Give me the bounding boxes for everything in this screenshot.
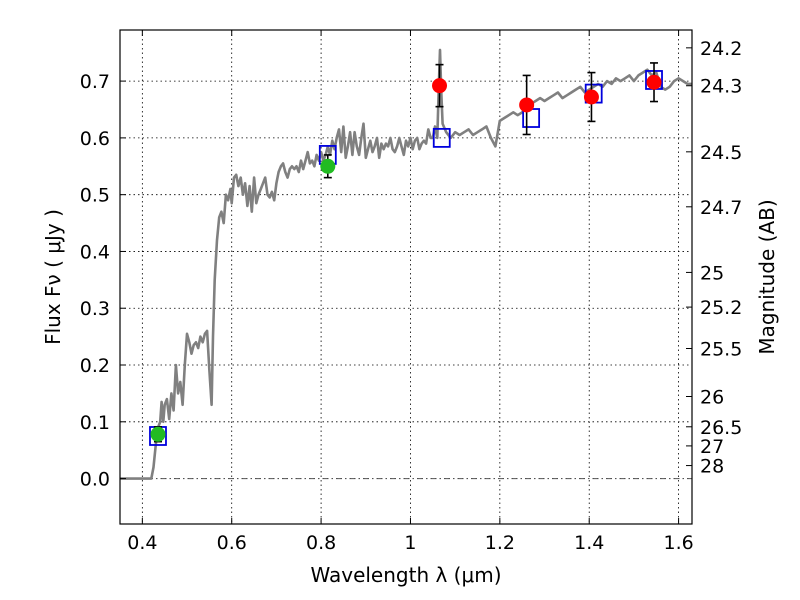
magnitude-tick-label: 27	[700, 436, 724, 458]
magnitude-tick-label: 26	[700, 387, 724, 409]
y-tick-label: 0.5	[80, 185, 110, 207]
red-data-point	[519, 97, 535, 113]
y-axis-label: Flux Fν ( μJy )	[41, 209, 65, 345]
data-point-layer	[150, 74, 662, 442]
magnitude-tick-label: 24.7	[700, 197, 742, 219]
green-data-point	[320, 158, 336, 174]
x-tick-label: 1	[404, 532, 416, 554]
red-data-point	[432, 78, 448, 94]
model-photometry-box	[432, 127, 451, 148]
x-tick-label: 0.4	[127, 532, 157, 554]
x-tick-label: 0.6	[217, 532, 247, 554]
magnitude-tick-label: 28	[700, 456, 724, 478]
y-tick-label: 0.6	[80, 128, 110, 150]
red-data-point	[583, 89, 599, 105]
y-tick-label: 0.2	[80, 355, 110, 377]
model-spectrum-line	[120, 48, 692, 480]
magnitude-tick-label: 24.3	[700, 76, 742, 98]
model-spectrum-layer	[120, 48, 692, 480]
y-tick-label: 0.7	[80, 71, 110, 93]
y-tick-label: 0.1	[80, 412, 110, 434]
green-data-point	[150, 426, 166, 442]
x-tick-label: 1.6	[663, 532, 693, 554]
magnitude-tick-label: 26.5	[700, 417, 742, 439]
x-axis-label: Wavelength λ (μm)	[310, 563, 501, 587]
y-tick-label: 0.3	[80, 298, 110, 320]
x-tick-label: 1.4	[574, 532, 604, 554]
x-tick-label: 0.8	[306, 532, 336, 554]
magnitude-tick-label: 24.2	[700, 38, 742, 60]
y-tick-label: 0.0	[80, 469, 110, 491]
magnitude-tick-label: 25.5	[700, 338, 742, 360]
y2-axis-label: Magnitude (AB)	[755, 199, 779, 354]
errorbar-layer	[153, 62, 659, 443]
grid	[120, 30, 692, 524]
y-tick-label: 0.4	[80, 241, 110, 263]
red-data-point	[646, 74, 662, 90]
magnitude-tick-label: 24.5	[700, 142, 742, 164]
plot-frame	[119, 29, 693, 525]
model-photometry-layer	[149, 70, 663, 446]
magnitude-tick-label: 25	[700, 262, 724, 284]
tick-layer: 0.4 0.6 0.8 1 1.2 1.4 1.6 0.0 0.1 0.2 0.3 0.4 0.5 0.6…	[80, 30, 742, 554]
x-tick-label: 1.2	[485, 532, 515, 554]
magnitude-tick-label: 25.2	[700, 297, 742, 319]
